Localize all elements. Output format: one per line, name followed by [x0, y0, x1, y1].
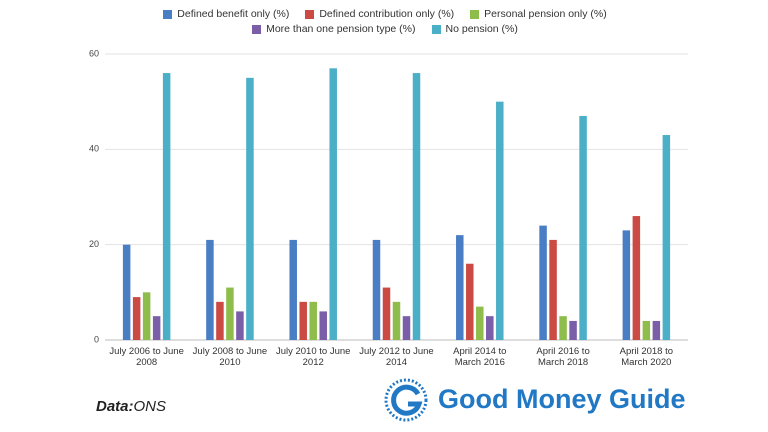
bar	[236, 311, 244, 340]
bar	[642, 320, 651, 340]
source: Data:ONS	[96, 398, 166, 415]
bar	[319, 311, 327, 340]
bar	[632, 216, 641, 340]
brand: Good Money Guide	[438, 384, 686, 414]
legend-item: Defined benefit only (%)	[163, 8, 289, 20]
bar	[289, 239, 297, 340]
legend: Defined benefit only (%) Defined contribu…	[150, 8, 620, 35]
x-tick-label: July 2008 to June 2010	[192, 346, 268, 368]
bar	[216, 301, 224, 340]
legend-item: Defined contribution only (%)	[305, 8, 454, 20]
bar	[579, 115, 587, 340]
bar	[622, 230, 631, 340]
bar	[382, 287, 391, 340]
x-tick-label: July 2012 to June 2014	[359, 346, 434, 368]
bar	[559, 316, 567, 340]
bar	[309, 301, 317, 340]
bar	[569, 320, 577, 340]
legend-label: More than one pension type (%)	[266, 23, 416, 35]
bar	[142, 292, 151, 340]
bar	[226, 287, 234, 340]
bar	[662, 135, 671, 340]
bar	[122, 244, 131, 340]
x-tick-label: April 2018 to March 2020	[619, 346, 674, 368]
x-tick-label: April 2016 to March 2018	[536, 346, 590, 368]
legend-swatch	[305, 9, 315, 19]
legend-item: No pension (%)	[431, 23, 518, 35]
bar	[402, 316, 411, 340]
legend-item: More than one pension type (%)	[252, 23, 416, 35]
bar	[329, 68, 337, 341]
bar	[476, 306, 484, 340]
legend-label: Personal pension only (%)	[484, 8, 607, 20]
brand-logo	[384, 378, 428, 422]
x-tick-label: July 2006 to June 2008	[109, 346, 184, 368]
legend-label: Defined benefit only (%)	[177, 8, 290, 20]
bar	[372, 239, 381, 340]
bar	[412, 73, 421, 341]
legend-item: Personal pension only (%)	[470, 8, 607, 20]
legend-label: No pension (%)	[445, 23, 518, 35]
legend-label: Defined contribution only (%)	[319, 8, 455, 20]
source-label: Data:	[96, 398, 134, 415]
bar	[392, 301, 401, 340]
bar	[652, 320, 661, 340]
legend-swatch	[431, 24, 441, 34]
bar	[486, 316, 494, 340]
bar	[132, 297, 141, 340]
y-tick-label: 20	[89, 239, 99, 249]
y-tick-label: 60	[89, 48, 99, 58]
x-tick-label: July 2010 to June 2012	[275, 346, 351, 368]
bar	[496, 101, 504, 341]
bar	[466, 263, 474, 340]
y-tick-label: 0	[94, 334, 99, 344]
source-name: ONS	[133, 398, 167, 415]
bar	[206, 239, 214, 340]
bar	[539, 225, 547, 340]
bar	[549, 239, 557, 340]
bar	[456, 235, 464, 340]
x-tick-label: April 2014 to March 2016	[453, 346, 507, 368]
legend-swatch	[470, 9, 480, 19]
legend-swatch	[163, 9, 173, 19]
legend-swatch	[252, 24, 262, 34]
y-tick-label: 40	[89, 144, 99, 154]
bar	[162, 73, 171, 341]
bar	[299, 301, 307, 340]
bar	[152, 316, 161, 340]
bar	[246, 77, 254, 340]
